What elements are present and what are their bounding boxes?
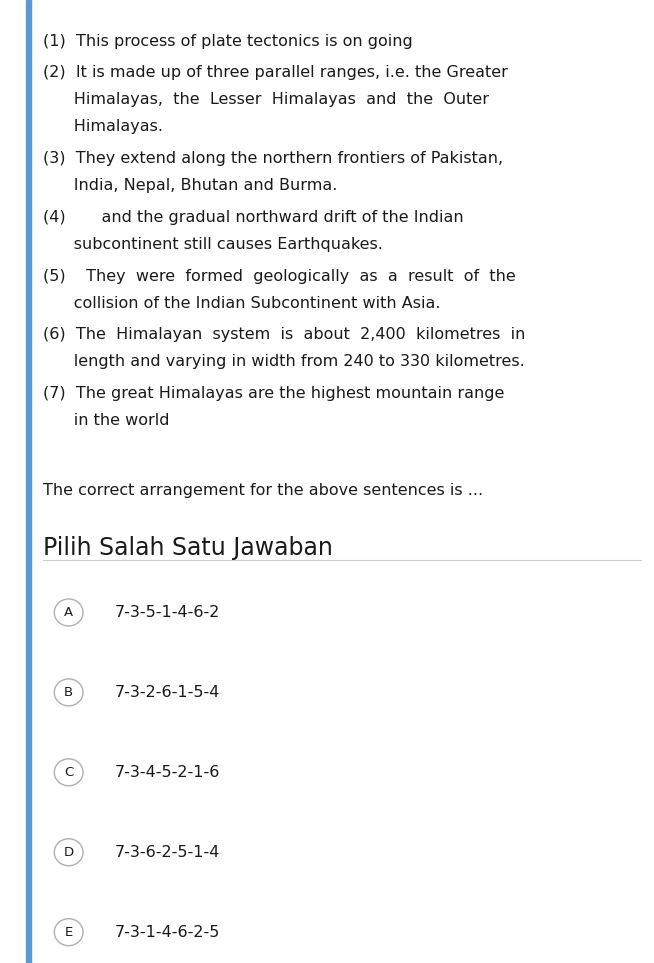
Text: (3)  They extend along the northern frontiers of Pakistan,: (3) They extend along the northern front… <box>43 151 503 167</box>
Text: A: A <box>64 606 73 619</box>
Ellipse shape <box>54 919 83 946</box>
Text: length and varying in width from 240 to 330 kilometres.: length and varying in width from 240 to … <box>43 354 525 370</box>
Ellipse shape <box>54 839 83 866</box>
Text: (7)  The great Himalayas are the highest mountain range: (7) The great Himalayas are the highest … <box>43 386 504 402</box>
Text: (5)    They  were  formed  geologically  as  a  result  of  the: (5) They were formed geologically as a r… <box>43 269 515 284</box>
Text: subcontinent still causes Earthquakes.: subcontinent still causes Earthquakes. <box>43 237 383 252</box>
Text: Pilih Salah Satu Jawaban: Pilih Salah Satu Jawaban <box>43 536 332 560</box>
Text: Himalayas.: Himalayas. <box>43 119 162 135</box>
Text: The correct arrangement for the above sentences is ...: The correct arrangement for the above se… <box>43 483 483 499</box>
Text: B: B <box>64 686 73 699</box>
Text: 7-3-6-2-5-1-4: 7-3-6-2-5-1-4 <box>114 845 220 860</box>
Ellipse shape <box>54 679 83 706</box>
Text: C: C <box>64 766 73 779</box>
Text: (1)  This process of plate tectonics is on going: (1) This process of plate tectonics is o… <box>43 34 412 49</box>
Text: (4)       and the gradual northward drift of the Indian: (4) and the gradual northward drift of t… <box>43 210 463 225</box>
Text: collision of the Indian Subcontinent with Asia.: collision of the Indian Subcontinent wit… <box>43 296 440 311</box>
Text: 7-3-4-5-2-1-6: 7-3-4-5-2-1-6 <box>114 765 220 780</box>
Text: Himalayas,  the  Lesser  Himalayas  and  the  Outer: Himalayas, the Lesser Himalayas and the … <box>43 92 489 108</box>
Text: D: D <box>63 846 74 859</box>
Text: in the world: in the world <box>43 413 169 429</box>
Text: (2)  It is made up of three parallel ranges, i.e. the Greater: (2) It is made up of three parallel rang… <box>43 65 508 81</box>
Bar <box>26 0 31 963</box>
Text: 7-3-1-4-6-2-5: 7-3-1-4-6-2-5 <box>114 924 220 940</box>
Ellipse shape <box>54 759 83 786</box>
Ellipse shape <box>54 599 83 626</box>
Text: E: E <box>65 925 73 939</box>
Text: 7-3-5-1-4-6-2: 7-3-5-1-4-6-2 <box>114 605 220 620</box>
Text: (6)  The  Himalayan  system  is  about  2,400  kilometres  in: (6) The Himalayan system is about 2,400 … <box>43 327 525 343</box>
Text: 7-3-2-6-1-5-4: 7-3-2-6-1-5-4 <box>114 685 220 700</box>
Text: India, Nepal, Bhutan and Burma.: India, Nepal, Bhutan and Burma. <box>43 178 337 194</box>
